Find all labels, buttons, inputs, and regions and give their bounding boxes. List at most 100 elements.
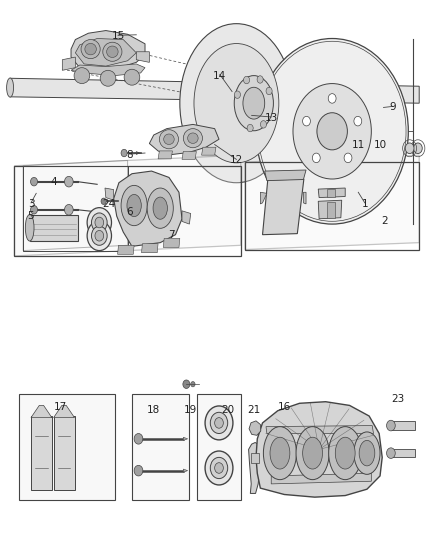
Polygon shape [245,155,419,249]
Text: 5: 5 [28,211,34,221]
Circle shape [210,457,228,479]
Polygon shape [114,171,182,246]
Polygon shape [249,442,261,494]
Circle shape [234,91,240,99]
Polygon shape [391,421,415,430]
Text: 2: 2 [381,216,388,227]
Text: 9: 9 [390,102,396,112]
Circle shape [31,177,38,186]
Polygon shape [158,151,173,159]
Text: 20: 20 [221,405,234,415]
Polygon shape [71,64,145,76]
Ellipse shape [270,437,290,469]
Circle shape [354,116,362,126]
Ellipse shape [106,46,118,58]
Polygon shape [271,473,371,484]
Circle shape [413,143,422,154]
Text: 18: 18 [147,405,160,415]
Circle shape [205,451,233,485]
Text: 4: 4 [50,176,57,187]
Circle shape [87,221,112,251]
Polygon shape [141,244,158,253]
Circle shape [387,420,395,431]
Ellipse shape [81,39,100,59]
Circle shape [95,230,104,241]
Text: 21: 21 [247,405,261,415]
Polygon shape [149,124,219,155]
Text: 3: 3 [28,199,34,209]
Polygon shape [10,78,419,103]
Text: 23: 23 [391,394,404,404]
Circle shape [317,113,347,150]
Circle shape [95,217,104,228]
Polygon shape [53,416,74,490]
Ellipse shape [184,128,202,148]
Circle shape [293,84,371,179]
Polygon shape [265,170,306,181]
Text: 10: 10 [374,140,387,150]
Ellipse shape [354,432,380,474]
Circle shape [328,94,336,103]
Ellipse shape [159,130,179,149]
Ellipse shape [194,44,279,163]
Circle shape [303,116,311,126]
Polygon shape [249,421,261,435]
Polygon shape [327,202,335,217]
Ellipse shape [85,43,96,55]
Ellipse shape [25,215,34,241]
Text: 24: 24 [102,199,116,209]
Text: 1: 1 [361,199,368,209]
Circle shape [87,208,112,237]
Polygon shape [182,211,191,224]
Polygon shape [30,215,78,241]
Polygon shape [75,38,136,66]
Polygon shape [31,416,52,490]
Ellipse shape [147,188,173,228]
Circle shape [92,213,107,232]
Polygon shape [304,192,306,204]
Circle shape [31,206,38,214]
Ellipse shape [234,76,273,131]
Polygon shape [318,188,345,198]
Ellipse shape [7,78,14,97]
Circle shape [64,205,73,215]
Ellipse shape [164,134,174,144]
Text: 11: 11 [352,140,365,150]
Circle shape [205,406,233,440]
Polygon shape [19,394,115,500]
Polygon shape [197,394,241,500]
Ellipse shape [187,133,198,143]
Ellipse shape [153,197,167,219]
Polygon shape [260,192,267,204]
Ellipse shape [124,69,140,85]
Polygon shape [184,469,187,472]
Polygon shape [201,147,216,155]
Circle shape [405,143,414,154]
Ellipse shape [243,87,265,119]
Text: 16: 16 [278,402,291,412]
Circle shape [256,38,408,224]
Circle shape [215,463,223,473]
Ellipse shape [303,437,322,469]
Polygon shape [182,151,196,159]
Polygon shape [327,189,335,197]
Circle shape [183,380,190,389]
Circle shape [266,87,272,95]
Ellipse shape [100,70,116,86]
Ellipse shape [127,195,141,216]
Polygon shape [251,453,259,463]
Ellipse shape [74,68,90,84]
Polygon shape [163,238,180,247]
Polygon shape [71,30,145,70]
Polygon shape [391,449,415,457]
Polygon shape [132,394,188,500]
Circle shape [247,124,253,132]
Circle shape [210,413,228,433]
Text: 12: 12 [230,156,243,165]
Polygon shape [256,402,382,497]
Ellipse shape [296,426,329,480]
Text: 7: 7 [168,230,174,240]
Circle shape [261,120,266,128]
Circle shape [92,226,107,245]
Polygon shape [14,155,241,256]
